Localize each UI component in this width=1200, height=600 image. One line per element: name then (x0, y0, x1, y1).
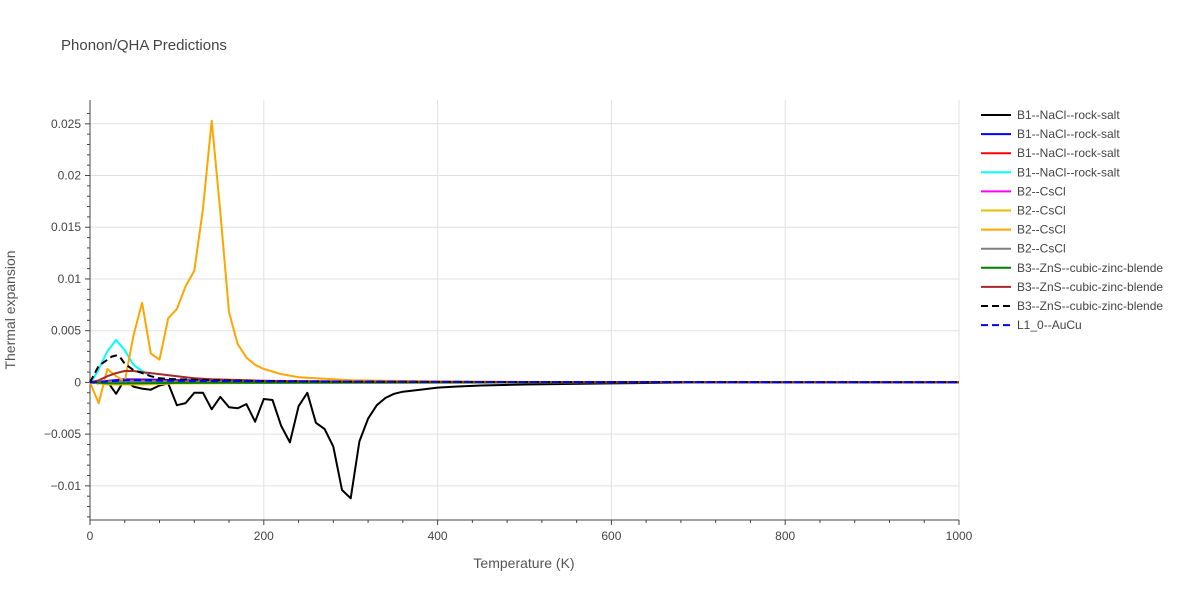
y-tick-label: 0.02 (58, 169, 82, 183)
series-line-4 (89, 339, 152, 384)
y-axis-label: Thermal expansion (2, 250, 18, 369)
legend-item[interactable]: B2--CsCl (981, 242, 1066, 256)
legend-label: B3--ZnS--cubic-zinc-blende (1017, 299, 1163, 313)
y-tick-label: −0.01 (51, 479, 82, 493)
legend-item[interactable]: B2--CsCl (981, 204, 1066, 218)
legend-label: B1--NaCl--rock-salt (1017, 165, 1120, 179)
y-tick-label: 0.015 (51, 220, 81, 234)
y-tick-label: −0.005 (44, 427, 81, 441)
tick-labels: 0 200 400 600 800 1000 −0.01 −0.005 0 0.005 0.01 0.… (44, 117, 973, 543)
chart-title: Phonon/QHA Predictions (61, 37, 227, 54)
legend-label: B2--CsCl (1017, 223, 1066, 237)
y-tick-label: 0.01 (58, 272, 82, 286)
x-tick-label: 200 (254, 529, 274, 543)
legend-label: B1--NaCl--rock-salt (1017, 108, 1120, 122)
series-line-12 (89, 379, 960, 384)
legend[interactable]: B1--NaCl--rock-salt B1--NaCl--rock-salt B1… (981, 108, 1163, 332)
legend-label: B1--NaCl--rock-salt (1017, 146, 1120, 160)
legend-label: B1--NaCl--rock-salt (1017, 127, 1120, 141)
x-tick-label: 0 (87, 529, 94, 543)
y-tick-label: 0 (74, 375, 81, 389)
axes (85, 100, 960, 525)
legend-item[interactable]: B3--ZnS--cubic-zinc-blende (981, 280, 1163, 294)
legend-label: B2--CsCl (1017, 204, 1066, 218)
x-tick-label: 600 (601, 529, 621, 543)
legend-label: B2--CsCl (1017, 184, 1066, 198)
legend-item[interactable]: B1--NaCl--rock-salt (981, 165, 1120, 179)
x-tick-label: 1000 (946, 529, 973, 543)
x-tick-label: 400 (428, 529, 448, 543)
legend-label: B3--ZnS--cubic-zinc-blende (1017, 261, 1163, 275)
legend-item[interactable]: L1_0--AuCu (981, 318, 1082, 332)
series-line-7 (89, 119, 960, 405)
y-tick-label: 0.025 (51, 117, 81, 131)
y-tick-label: 0.005 (51, 324, 81, 338)
legend-item[interactable]: B2--CsCl (981, 184, 1066, 198)
legend-label: L1_0--AuCu (1017, 318, 1082, 332)
legend-item[interactable]: B1--NaCl--rock-salt (981, 108, 1120, 122)
grid (90, 100, 960, 520)
legend-item[interactable]: B3--ZnS--cubic-zinc-blende (981, 261, 1163, 275)
plot-area (89, 119, 960, 500)
series-line-11 (89, 354, 960, 384)
legend-item[interactable]: B1--NaCl--rock-salt (981, 127, 1120, 141)
legend-label: B2--CsCl (1017, 242, 1066, 256)
x-axis-label: Temperature (K) (473, 555, 574, 571)
legend-item[interactable]: B3--ZnS--cubic-zinc-blende (981, 299, 1163, 313)
series-line-1 (89, 378, 959, 500)
x-tick-label: 800 (775, 529, 795, 543)
legend-item[interactable]: B2--CsCl (981, 223, 1066, 237)
legend-label: B3--ZnS--cubic-zinc-blende (1017, 280, 1163, 294)
legend-item[interactable]: B1--NaCl--rock-salt (981, 146, 1120, 160)
